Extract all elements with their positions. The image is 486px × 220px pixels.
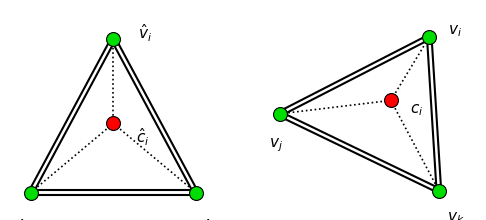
Text: $\hat{v}_j$: $\hat{v}_j$ bbox=[16, 218, 30, 220]
Text: $v_i$: $v_i$ bbox=[449, 24, 462, 39]
Text: $c_i$: $c_i$ bbox=[410, 102, 423, 118]
Text: $v_j$: $v_j$ bbox=[269, 137, 283, 154]
Text: $\hat{c}_i$: $\hat{c}_i$ bbox=[137, 126, 150, 148]
Text: $v_k$: $v_k$ bbox=[448, 210, 465, 220]
Text: $\hat{v}_i$: $\hat{v}_i$ bbox=[139, 22, 152, 44]
Text: $\hat{v}_k$: $\hat{v}_k$ bbox=[202, 218, 220, 220]
